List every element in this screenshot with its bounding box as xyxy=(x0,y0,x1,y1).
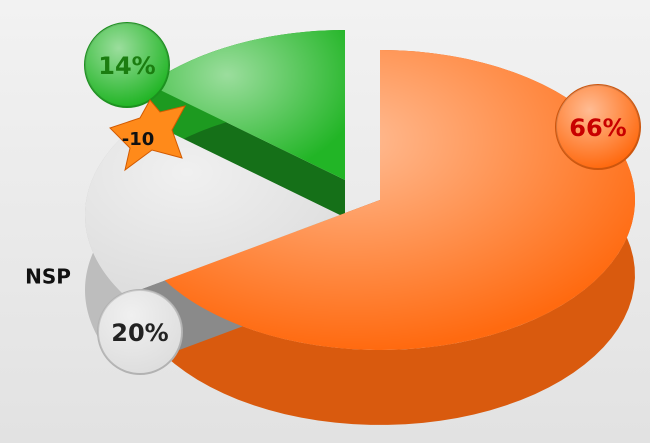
value-label: 66% xyxy=(569,114,626,142)
value-label: 14% xyxy=(98,52,155,80)
category-label: NSP xyxy=(25,265,71,289)
annotation: -10 xyxy=(122,129,155,150)
value-label: 20% xyxy=(111,319,168,347)
badge-gloss xyxy=(556,85,640,169)
slice-gloss xyxy=(84,119,341,296)
slice-gloss xyxy=(148,30,345,180)
slice-gloss xyxy=(164,50,635,350)
pie xyxy=(84,30,635,425)
badge-gloss xyxy=(85,23,169,107)
badge-gloss xyxy=(98,290,182,374)
labels: 66% 20% 14% NSP -10 xyxy=(25,22,641,375)
annotation-star xyxy=(109,99,186,172)
